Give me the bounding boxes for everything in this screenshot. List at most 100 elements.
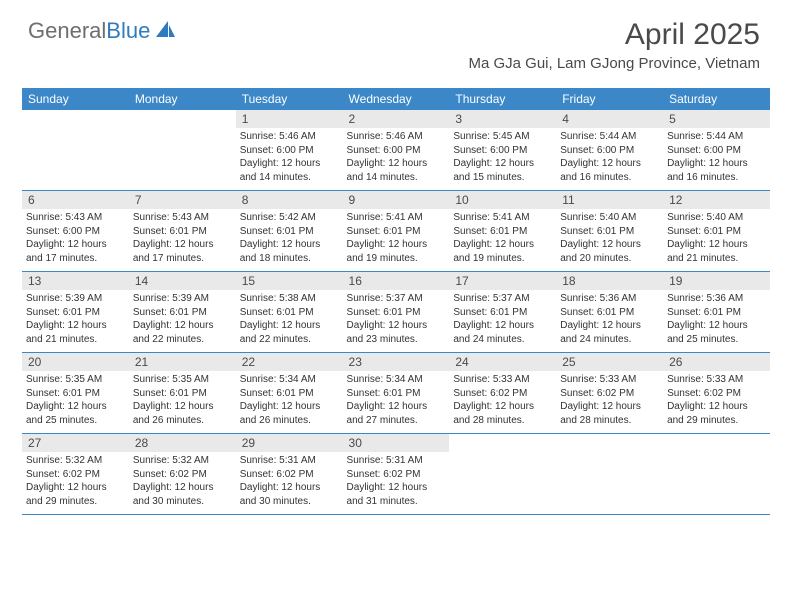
calendar-week: 13Sunrise: 5:39 AMSunset: 6:01 PMDayligh…	[22, 272, 770, 353]
day-number: 14	[129, 272, 236, 290]
day-number: 24	[449, 353, 556, 371]
calendar-week: 1Sunrise: 5:46 AMSunset: 6:00 PMDaylight…	[22, 110, 770, 191]
day-number	[556, 434, 663, 452]
day-details: Sunrise: 5:38 AMSunset: 6:01 PMDaylight:…	[240, 292, 339, 346]
day-details: Sunrise: 5:31 AMSunset: 6:02 PMDaylight:…	[240, 454, 339, 508]
day-header: Friday	[556, 88, 663, 110]
day-number: 13	[22, 272, 129, 290]
calendar-week: 20Sunrise: 5:35 AMSunset: 6:01 PMDayligh…	[22, 353, 770, 434]
day-details: Sunrise: 5:37 AMSunset: 6:01 PMDaylight:…	[453, 292, 552, 346]
daylight-line: Daylight: 12 hours and 31 minutes.	[347, 481, 446, 508]
daylight-line: Daylight: 12 hours and 20 minutes.	[560, 238, 659, 265]
calendar-cell: 8Sunrise: 5:42 AMSunset: 6:01 PMDaylight…	[236, 191, 343, 272]
logo-text-blue: Blue	[106, 18, 150, 43]
calendar-body: 1Sunrise: 5:46 AMSunset: 6:00 PMDaylight…	[22, 110, 770, 515]
sunrise-line: Sunrise: 5:32 AM	[26, 454, 125, 468]
sunset-line: Sunset: 6:02 PM	[667, 387, 766, 401]
day-details: Sunrise: 5:42 AMSunset: 6:01 PMDaylight:…	[240, 211, 339, 265]
day-number: 19	[663, 272, 770, 290]
calendar-cell: 21Sunrise: 5:35 AMSunset: 6:01 PMDayligh…	[129, 353, 236, 434]
sunrise-line: Sunrise: 5:34 AM	[240, 373, 339, 387]
sunset-line: Sunset: 6:00 PM	[26, 225, 125, 239]
day-number	[129, 110, 236, 128]
daylight-line: Daylight: 12 hours and 25 minutes.	[667, 319, 766, 346]
day-header: Sunday	[22, 88, 129, 110]
calendar-cell	[449, 434, 556, 515]
sunset-line: Sunset: 6:00 PM	[560, 144, 659, 158]
calendar-cell: 19Sunrise: 5:36 AMSunset: 6:01 PMDayligh…	[663, 272, 770, 353]
daylight-line: Daylight: 12 hours and 23 minutes.	[347, 319, 446, 346]
day-number: 20	[22, 353, 129, 371]
header: GeneralBlue April 2025 Ma GJa Gui, Lam G…	[0, 0, 792, 82]
sunrise-line: Sunrise: 5:42 AM	[240, 211, 339, 225]
day-details: Sunrise: 5:44 AMSunset: 6:00 PMDaylight:…	[560, 130, 659, 184]
day-details: Sunrise: 5:43 AMSunset: 6:01 PMDaylight:…	[133, 211, 232, 265]
sunrise-line: Sunrise: 5:31 AM	[240, 454, 339, 468]
sunset-line: Sunset: 6:01 PM	[453, 225, 552, 239]
calendar-cell: 6Sunrise: 5:43 AMSunset: 6:00 PMDaylight…	[22, 191, 129, 272]
daylight-line: Daylight: 12 hours and 21 minutes.	[26, 319, 125, 346]
calendar-cell: 3Sunrise: 5:45 AMSunset: 6:00 PMDaylight…	[449, 110, 556, 191]
day-details: Sunrise: 5:46 AMSunset: 6:00 PMDaylight:…	[347, 130, 446, 184]
sunset-line: Sunset: 6:01 PM	[133, 306, 232, 320]
daylight-line: Daylight: 12 hours and 19 minutes.	[347, 238, 446, 265]
calendar-cell: 26Sunrise: 5:33 AMSunset: 6:02 PMDayligh…	[663, 353, 770, 434]
calendar-cell: 10Sunrise: 5:41 AMSunset: 6:01 PMDayligh…	[449, 191, 556, 272]
calendar-cell: 4Sunrise: 5:44 AMSunset: 6:00 PMDaylight…	[556, 110, 663, 191]
day-number: 29	[236, 434, 343, 452]
daylight-line: Daylight: 12 hours and 17 minutes.	[133, 238, 232, 265]
daylight-line: Daylight: 12 hours and 30 minutes.	[240, 481, 339, 508]
day-number: 2	[343, 110, 450, 128]
sunrise-line: Sunrise: 5:37 AM	[453, 292, 552, 306]
daylight-line: Daylight: 12 hours and 27 minutes.	[347, 400, 446, 427]
daylight-line: Daylight: 12 hours and 29 minutes.	[667, 400, 766, 427]
day-details: Sunrise: 5:36 AMSunset: 6:01 PMDaylight:…	[560, 292, 659, 346]
day-number: 23	[343, 353, 450, 371]
day-number: 11	[556, 191, 663, 209]
sunrise-line: Sunrise: 5:41 AM	[453, 211, 552, 225]
sunset-line: Sunset: 6:01 PM	[240, 225, 339, 239]
daylight-line: Daylight: 12 hours and 30 minutes.	[133, 481, 232, 508]
daylight-line: Daylight: 12 hours and 21 minutes.	[667, 238, 766, 265]
calendar-cell	[129, 110, 236, 191]
calendar-cell: 15Sunrise: 5:38 AMSunset: 6:01 PMDayligh…	[236, 272, 343, 353]
sunrise-line: Sunrise: 5:33 AM	[667, 373, 766, 387]
calendar-table: SundayMondayTuesdayWednesdayThursdayFrid…	[22, 88, 770, 515]
day-header: Thursday	[449, 88, 556, 110]
day-number	[449, 434, 556, 452]
day-details: Sunrise: 5:40 AMSunset: 6:01 PMDaylight:…	[560, 211, 659, 265]
location: Ma GJa Gui, Lam GJong Province, Vietnam	[468, 55, 760, 72]
day-number: 3	[449, 110, 556, 128]
sunset-line: Sunset: 6:01 PM	[347, 225, 446, 239]
calendar-cell: 14Sunrise: 5:39 AMSunset: 6:01 PMDayligh…	[129, 272, 236, 353]
daylight-line: Daylight: 12 hours and 19 minutes.	[453, 238, 552, 265]
day-number: 17	[449, 272, 556, 290]
calendar-cell: 27Sunrise: 5:32 AMSunset: 6:02 PMDayligh…	[22, 434, 129, 515]
calendar-cell: 16Sunrise: 5:37 AMSunset: 6:01 PMDayligh…	[343, 272, 450, 353]
calendar-week: 6Sunrise: 5:43 AMSunset: 6:00 PMDaylight…	[22, 191, 770, 272]
sunrise-line: Sunrise: 5:31 AM	[347, 454, 446, 468]
sunset-line: Sunset: 6:00 PM	[240, 144, 339, 158]
sunrise-line: Sunrise: 5:45 AM	[453, 130, 552, 144]
sunset-line: Sunset: 6:01 PM	[26, 306, 125, 320]
day-details: Sunrise: 5:34 AMSunset: 6:01 PMDaylight:…	[347, 373, 446, 427]
day-header: Tuesday	[236, 88, 343, 110]
sunrise-line: Sunrise: 5:40 AM	[560, 211, 659, 225]
calendar-cell: 1Sunrise: 5:46 AMSunset: 6:00 PMDaylight…	[236, 110, 343, 191]
sunrise-line: Sunrise: 5:34 AM	[347, 373, 446, 387]
day-number	[663, 434, 770, 452]
calendar-cell	[663, 434, 770, 515]
day-details: Sunrise: 5:33 AMSunset: 6:02 PMDaylight:…	[560, 373, 659, 427]
sunset-line: Sunset: 6:01 PM	[667, 306, 766, 320]
calendar-cell: 18Sunrise: 5:36 AMSunset: 6:01 PMDayligh…	[556, 272, 663, 353]
calendar-cell	[22, 110, 129, 191]
sunset-line: Sunset: 6:01 PM	[240, 387, 339, 401]
day-header-row: SundayMondayTuesdayWednesdayThursdayFrid…	[22, 88, 770, 110]
day-number: 9	[343, 191, 450, 209]
day-details: Sunrise: 5:41 AMSunset: 6:01 PMDaylight:…	[453, 211, 552, 265]
day-number: 12	[663, 191, 770, 209]
sunset-line: Sunset: 6:01 PM	[133, 387, 232, 401]
sunset-line: Sunset: 6:01 PM	[240, 306, 339, 320]
sunset-line: Sunset: 6:02 PM	[560, 387, 659, 401]
sunset-line: Sunset: 6:01 PM	[347, 306, 446, 320]
